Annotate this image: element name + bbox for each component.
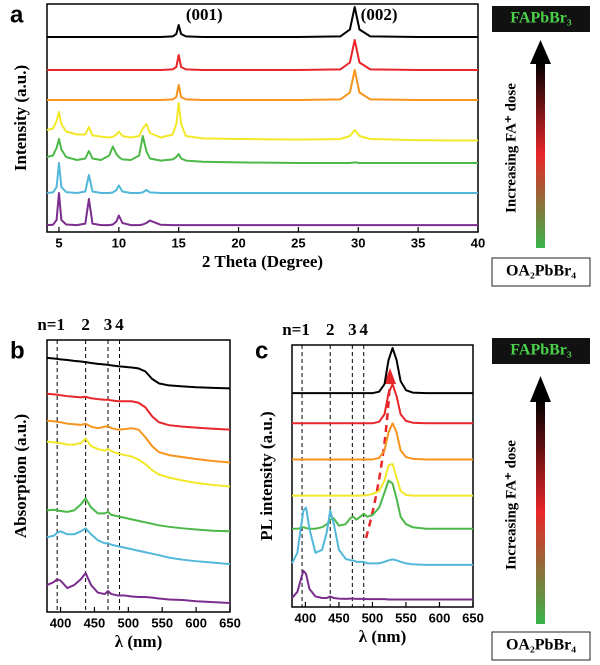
peak-label: (001) <box>186 5 223 24</box>
shift-arrow <box>364 379 392 539</box>
plot-frame <box>46 339 231 613</box>
series-line <box>46 192 478 227</box>
level-label: n=1 <box>37 315 65 334</box>
x-tick-label: 450 <box>328 610 350 625</box>
dose-top-label: FAPbBr₃ <box>510 10 572 27</box>
y-axis-label: Intensity (a.u.) <box>11 65 30 171</box>
level-label: 3 <box>104 315 113 334</box>
x-tick-label: 5 <box>55 235 62 250</box>
series-line <box>291 506 473 566</box>
y-axis-label: PL intensity (a.u.) <box>257 411 276 540</box>
x-tick-label: 400 <box>50 615 72 630</box>
series-line <box>292 462 473 497</box>
dose-arrow-label: Increasing FA⁺ dose <box>503 83 519 213</box>
x-tick-label: 650 <box>219 615 241 630</box>
dose-top-box <box>492 338 590 364</box>
x-tick-label: 20 <box>231 235 245 250</box>
x-axis-label: 2 Theta (Degree) <box>202 252 323 271</box>
dose-bottom-box <box>491 257 591 287</box>
series-line <box>46 527 231 566</box>
dose-arrow <box>536 62 545 248</box>
panel-label: c <box>255 337 268 364</box>
shift-arrowhead <box>384 368 396 384</box>
series-line <box>46 437 231 488</box>
dose-bottom-label: OA₂PbBr₄ <box>506 263 576 280</box>
x-tick-label: 40 <box>471 235 485 250</box>
x-tick-label: 500 <box>362 610 384 625</box>
x-tick-label: 500 <box>117 615 139 630</box>
dose-bottom-box <box>491 631 591 661</box>
x-tick-label: 650 <box>462 610 484 625</box>
dose-bottom-label: OA₂PbBr₄ <box>506 637 576 654</box>
x-tick-label: 550 <box>395 610 417 625</box>
series-line <box>292 347 473 395</box>
series-line <box>46 356 231 390</box>
series-line <box>292 479 473 530</box>
series-line <box>291 569 473 601</box>
x-tick-label: 35 <box>411 235 425 250</box>
x-tick-label: 30 <box>351 235 365 250</box>
y-axis-label: Absorption (a.u.) <box>11 414 30 538</box>
series-line <box>47 39 478 71</box>
series-line <box>46 102 479 142</box>
x-tick-label: 550 <box>151 615 173 630</box>
series-line <box>46 572 231 605</box>
x-tick-label: 15 <box>171 235 185 250</box>
series-line <box>46 497 231 533</box>
level-label: 4 <box>359 320 368 339</box>
series-line <box>47 6 478 38</box>
x-tick-label: 450 <box>84 615 106 630</box>
x-axis-label: λ (nm) <box>359 627 407 646</box>
x-axis-label: λ (nm) <box>115 632 163 651</box>
dose-arrow <box>536 400 545 624</box>
x-tick-label: 25 <box>291 235 305 250</box>
series-line <box>46 162 478 194</box>
plot-frame <box>291 344 474 608</box>
peak-label: (002) <box>361 5 398 24</box>
level-label: 3 <box>348 320 357 339</box>
x-tick-label: 600 <box>185 615 207 630</box>
dose-arrowhead <box>530 376 551 402</box>
x-tick-label: 600 <box>429 610 451 625</box>
series-line <box>46 419 231 464</box>
series-line <box>292 422 473 461</box>
plot-frame <box>46 3 479 233</box>
x-tick-label: 10 <box>112 235 126 250</box>
level-label: n=1 <box>282 320 310 339</box>
panel-label: b <box>10 337 25 364</box>
series-line <box>292 383 473 425</box>
series-line <box>47 69 478 101</box>
dose-arrow-label: Increasing FA⁺ dose <box>503 440 519 570</box>
dose-top-box <box>492 6 590 32</box>
level-label: 2 <box>326 320 335 339</box>
series-line <box>46 135 478 164</box>
level-label: 2 <box>81 315 90 334</box>
dose-arrowhead <box>530 40 551 64</box>
x-tick-label: 400 <box>295 610 317 625</box>
series-line <box>46 392 231 431</box>
level-label: 4 <box>115 315 124 334</box>
dose-top-label: FAPbBr₃ <box>510 342 572 359</box>
panel-label: a <box>10 1 24 28</box>
